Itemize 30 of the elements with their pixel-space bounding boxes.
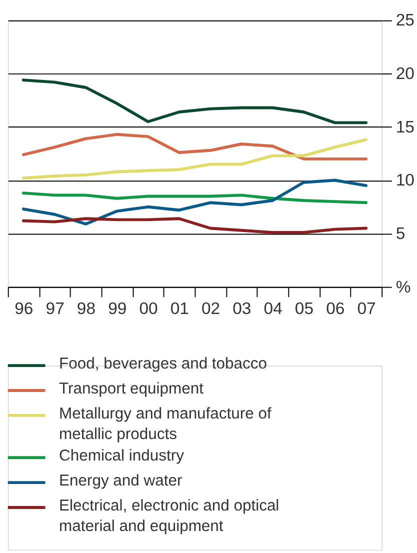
y-tick-label: 10 <box>396 170 414 190</box>
x-tick-label: 05 <box>294 298 314 318</box>
x-tick-label: 06 <box>326 298 345 318</box>
line-series <box>22 138 368 180</box>
x-tick-label: 07 <box>357 298 376 318</box>
line-series <box>22 217 368 234</box>
y-tick-label: 5 <box>396 224 406 243</box>
x-tick-label: 96 <box>14 298 34 318</box>
x-tick-label: 98 <box>76 298 96 318</box>
x-tick-label: 04 <box>264 298 282 318</box>
y-tick-label: 15 <box>396 117 414 136</box>
y-tick-label: % <box>396 277 411 296</box>
line-series <box>22 192 368 204</box>
legend-label: Transport equipment <box>59 380 204 398</box>
x-tick-label: 00 <box>139 298 158 318</box>
x-tick-label: 99 <box>108 298 127 318</box>
x-tick-label: 02 <box>202 298 220 318</box>
line-series <box>22 78 368 124</box>
legend-label: Food, beverages and tobacco <box>59 355 268 372</box>
y-tick-label: 25 <box>396 10 414 30</box>
legend-label: Chemical industry <box>59 448 184 465</box>
legend-label: Energy and water <box>59 472 182 490</box>
x-tick-label: 01 <box>170 298 189 318</box>
line-series <box>22 132 368 160</box>
line-series <box>22 178 368 226</box>
y-tick-label: 20 <box>396 64 414 84</box>
x-tick-label: 03 <box>232 298 252 318</box>
legend-label: Metallurgy and manufacture of metallic products <box>59 405 272 444</box>
x-tick-label: 97 <box>46 298 64 318</box>
legend-label: Electrical, electronic and optical material and equipment <box>59 497 280 536</box>
